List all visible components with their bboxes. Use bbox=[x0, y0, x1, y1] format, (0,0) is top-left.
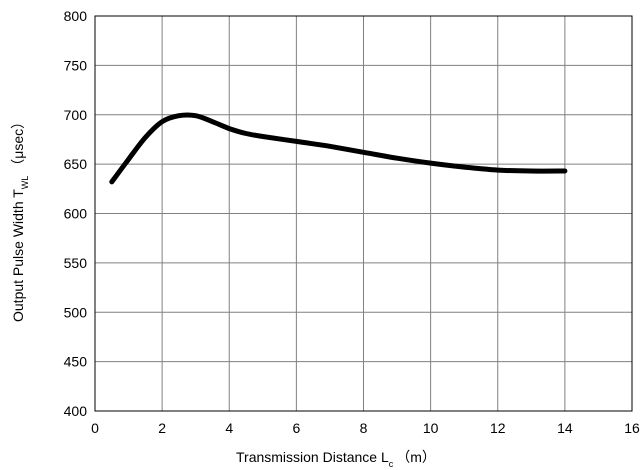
plot-frame bbox=[94, 15, 633, 412]
x-tick-label: 16 bbox=[624, 420, 640, 436]
y-tick-labels: 400 450 500 550 600 650 700 750 800 bbox=[64, 8, 88, 419]
x-axis-title: Transmission Distance Lc （m） bbox=[236, 449, 436, 469]
y-tick-label: 750 bbox=[64, 57, 88, 73]
y-tick-label: 500 bbox=[64, 304, 88, 320]
grid-lines bbox=[94, 15, 633, 412]
x-tick-label: 14 bbox=[557, 420, 573, 436]
y-tick-label: 650 bbox=[64, 156, 88, 172]
x-tick-label: 12 bbox=[490, 420, 506, 436]
y-tick-label: 600 bbox=[64, 206, 88, 222]
y-tick-label: 400 bbox=[64, 403, 88, 419]
x-tick-label: 10 bbox=[423, 420, 439, 436]
x-tick-label: 4 bbox=[225, 420, 233, 436]
x-tick-label: 0 bbox=[91, 420, 99, 436]
series-line bbox=[109, 112, 568, 185]
x-tick-labels: 0 2 4 6 8 10 12 14 16 bbox=[91, 420, 640, 436]
x-tick-label: 8 bbox=[360, 420, 368, 436]
y-tick-label: 700 bbox=[64, 107, 88, 123]
y-tick-label: 550 bbox=[64, 255, 88, 271]
x-tick-label: 2 bbox=[158, 420, 166, 436]
x-tick-label: 6 bbox=[292, 420, 300, 436]
y-tick-label: 800 bbox=[64, 8, 88, 24]
y-axis-title: Output Pulse Width TWL（μsec） bbox=[10, 115, 30, 322]
y-tick-label: 450 bbox=[64, 354, 88, 370]
